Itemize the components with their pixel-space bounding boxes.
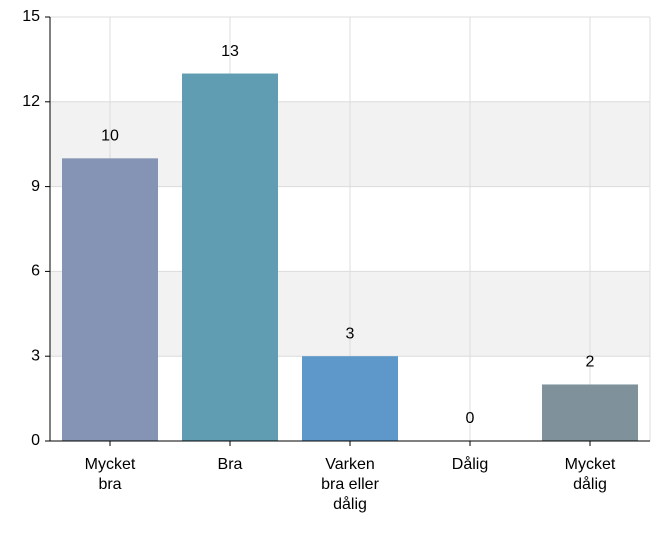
y-tick-label: 9	[31, 178, 40, 195]
bar	[302, 356, 398, 441]
y-tick-label: 12	[22, 93, 40, 110]
value-label: 2	[586, 354, 595, 371]
bar	[542, 384, 638, 441]
y-tick-label: 6	[31, 263, 40, 280]
value-label: 10	[101, 128, 119, 145]
value-label: 0	[466, 410, 475, 427]
y-tick-label: 0	[31, 432, 40, 449]
y-tick-label: 3	[31, 347, 40, 364]
x-tick-label: Dålig	[451, 456, 489, 473]
x-tick-label: Bra	[217, 456, 243, 473]
bar	[182, 73, 278, 442]
y-tick-label: 15	[22, 8, 40, 25]
x-tick-label: Mycket bra	[84, 456, 136, 493]
x-tick-label: Mycket dålig	[564, 456, 616, 493]
value-label: 3	[346, 325, 355, 342]
bar	[62, 158, 158, 442]
x-tick-label: Varken bra eller dålig	[321, 456, 379, 513]
value-label: 13	[221, 43, 239, 60]
